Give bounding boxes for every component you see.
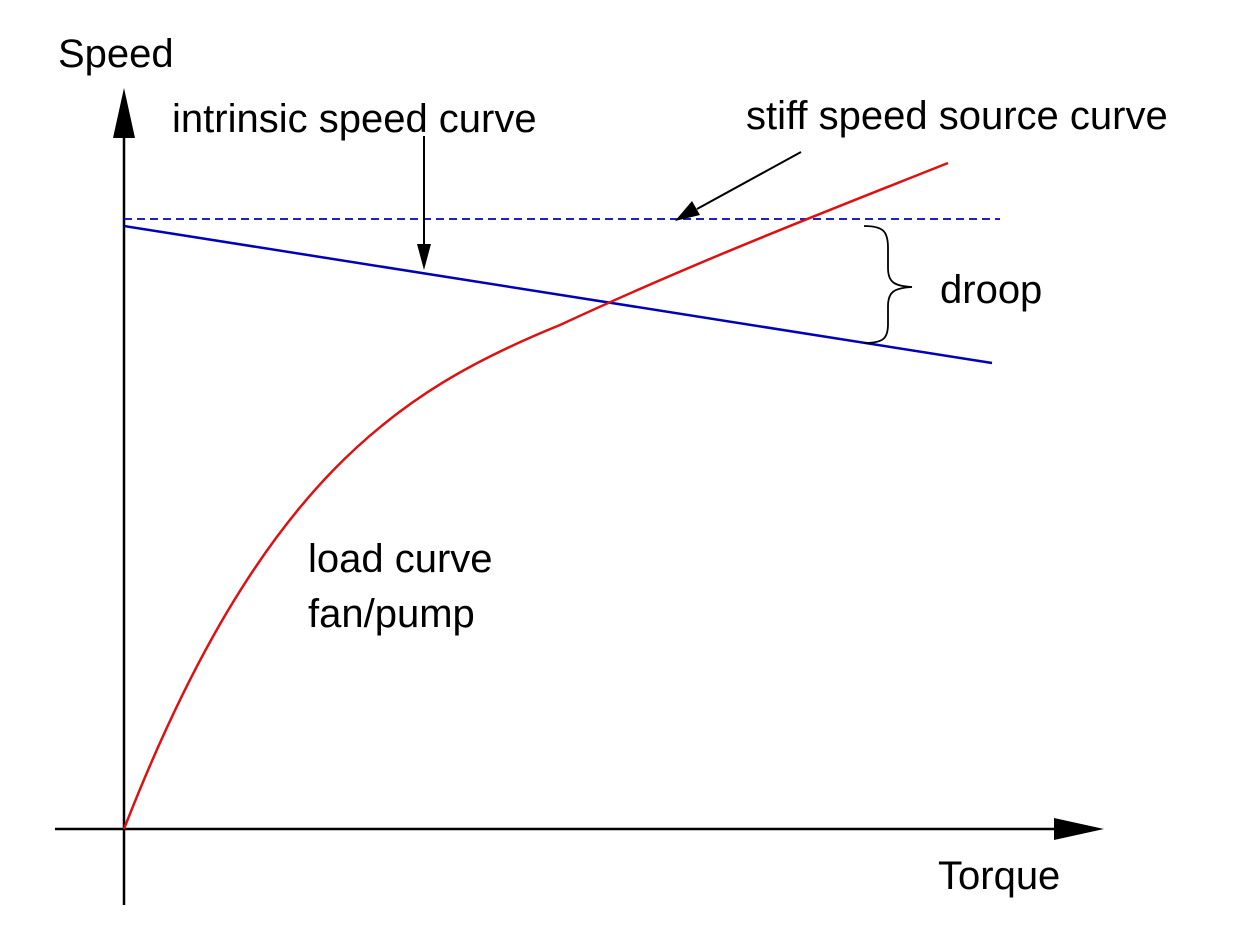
stiff-speed-source-curve-label: stiff speed source curve — [746, 94, 1168, 138]
droop-label: droop — [940, 268, 1042, 312]
stiff-pointer-arrow — [675, 151, 802, 221]
intrinsic-speed-curve-label: intrinsic speed curve — [172, 97, 537, 141]
y-axis — [113, 88, 135, 905]
load-curve-label: load curve — [308, 537, 493, 581]
x-axis-label: Torque — [938, 854, 1060, 898]
load-curve — [122, 161, 949, 830]
x-axis-arrowhead — [1054, 818, 1104, 840]
intrinsic-speed-curve — [123, 224, 993, 365]
droop-brace — [863, 225, 913, 344]
intrinsic-pointer-arrow — [417, 136, 431, 270]
load-curve-sublabel: fan/pump — [308, 592, 475, 636]
y-axis-label: Speed — [58, 32, 174, 76]
x-axis — [55, 818, 1104, 840]
y-axis-arrowhead — [113, 88, 135, 138]
